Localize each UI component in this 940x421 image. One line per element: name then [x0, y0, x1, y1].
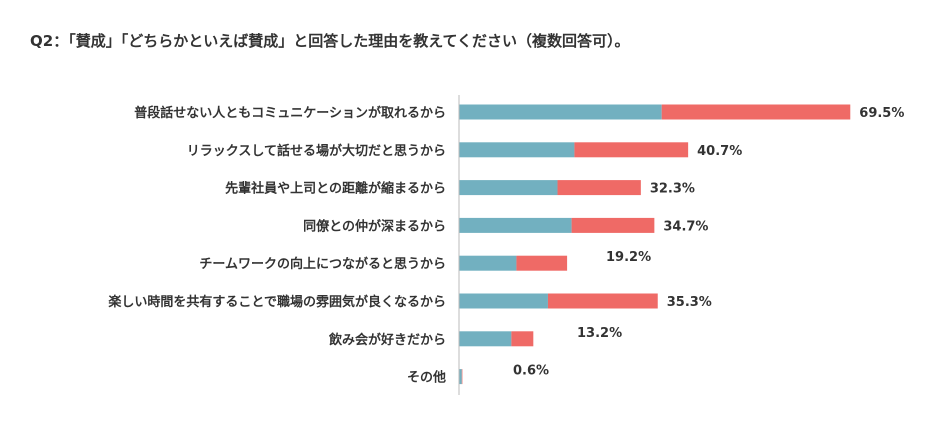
value-label-8: 0.6%: [513, 364, 549, 379]
value-label-2: 40.7%: [697, 144, 742, 159]
bar-segment-3-1: [459, 180, 558, 196]
bar-segment-7-1: [459, 331, 512, 347]
bar-segment-8-1: [459, 369, 462, 385]
bar-segment-5-2: [516, 255, 568, 271]
value-label-5: 19.2%: [606, 250, 651, 265]
value-label-1: 69.5%: [859, 106, 904, 121]
bar-segment-1-1: [459, 104, 662, 120]
category-label-1: 普段話せない人ともコミュニケーションが取れるから: [134, 105, 446, 121]
category-labels: 普段話せない人ともコミュニケーションが取れるからリラックスして話せる場が大切だと…: [107, 105, 446, 386]
bar-segment-4-2: [571, 217, 655, 233]
bar-segment-2-1: [459, 142, 575, 158]
category-label-8: その他: [407, 370, 446, 386]
bar-segment-6-1: [459, 293, 548, 309]
bar-segment-1-2: [661, 104, 851, 120]
category-label-5: チームワークの向上につながると思うから: [199, 256, 446, 272]
bar-segment-8-2: [461, 369, 463, 385]
bar-segment-4-1: [459, 217, 572, 233]
bar-segment-3-2: [557, 180, 641, 196]
category-label-2: リラックスして話せる場が大切だと思うから: [187, 143, 446, 159]
chart-title: Q2：「賛成」「どちらかといえば賛成」と回答した理由を教えてください（複数回答可…: [30, 32, 630, 50]
value-label-4: 34.7%: [663, 219, 708, 234]
value-label-7: 13.2%: [577, 326, 622, 341]
value-label-6: 35.3%: [667, 295, 712, 310]
category-label-6: 楽しい時間を共有することで職場の雰囲気が良くなるから: [107, 294, 446, 310]
value-label-3: 32.3%: [650, 182, 695, 197]
value-labels: 69.5% 40.7% 32.3% 34.7% 19.2% 35.3% 13.2% 0.6%: [513, 106, 904, 379]
bar-segment-2-2: [574, 142, 689, 158]
bars-group: [459, 104, 851, 385]
category-label-7: 飲み会が好きだから: [328, 332, 446, 348]
bar-segment-5-1: [459, 255, 517, 271]
category-label-4: 同僚との仲が深まるから: [303, 218, 446, 234]
bar-segment-6-2: [547, 293, 658, 309]
bar-segment-7-2: [511, 331, 534, 347]
category-label-3: 先輩社員や上司との距離が縮まるから: [225, 181, 446, 197]
